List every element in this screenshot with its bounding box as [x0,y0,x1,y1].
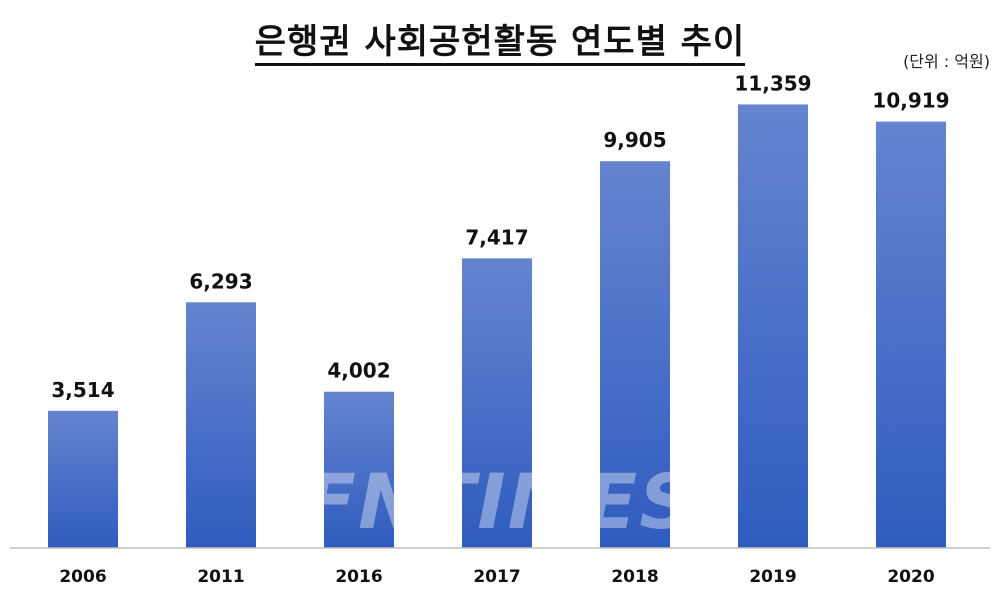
x-tick-label-2018: 2018 [611,567,658,587]
value-label-2017: 7,417 [465,225,528,249]
x-tick-label-2011: 2011 [197,567,244,587]
x-tick-label-2016: 2016 [335,567,382,587]
bar-2019 [738,104,808,548]
bar-2016 [324,391,394,548]
watermark: FNTIMES [304,457,696,546]
value-label-2006: 3,514 [51,378,114,402]
chart-title: 은행권 사회공헌활동 연도별 추이 [0,14,1000,66]
bar-2006 [48,410,118,548]
chart-title-text: 은행권 사회공헌활동 연도별 추이 [254,22,746,66]
x-tick-labels-group: 2006 2011 2016 2017 2018 2019 2020 [59,567,934,587]
x-tick-label-2020: 2020 [887,567,934,587]
value-label-2011: 6,293 [189,269,252,293]
bar-2020 [876,121,946,549]
bar-2017 [462,258,532,548]
unit-note: (단위 : 억원) [903,52,990,71]
x-tick-label-2019: 2019 [749,567,796,587]
bars-group [48,104,946,549]
bar-2018 [600,161,670,548]
value-label-2016: 4,002 [327,359,390,383]
value-label-2018: 9,905 [603,128,666,152]
x-tick-label-2006: 2006 [59,567,106,587]
x-tick-label-2017: 2017 [473,567,520,587]
value-label-2019: 11,359 [734,71,811,95]
value-label-2020: 10,919 [872,89,949,113]
bar-2011 [186,302,256,548]
value-labels-group: 3,514 6,293 4,002 7,417 9,905 11,359 10,919 [51,71,949,401]
